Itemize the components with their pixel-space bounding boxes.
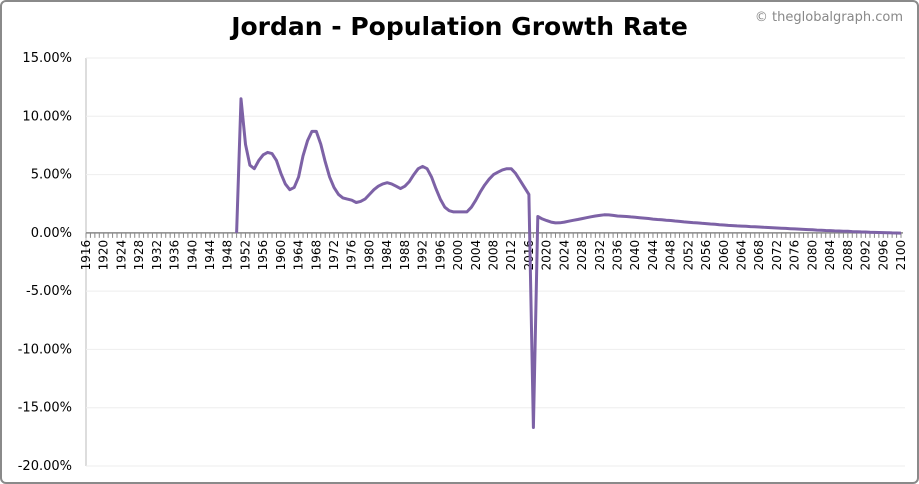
x-tick-label: 1976 <box>345 240 359 271</box>
x-tick-label: 1940 <box>185 240 199 271</box>
series-line <box>235 97 902 429</box>
x-tick-label: 1952 <box>238 240 252 271</box>
x-tick-label: 2072 <box>770 240 784 271</box>
watermark: © theglobalgraph.com <box>754 10 903 25</box>
y-tick-label: -20.00% <box>18 459 72 474</box>
x-tick-label: 1996 <box>433 240 447 271</box>
y-tick-label: 15.00% <box>22 51 72 66</box>
x-tick-label: 2080 <box>805 240 819 271</box>
x-tick-label: 2040 <box>628 240 642 271</box>
x-tick-label: 1924 <box>114 240 128 271</box>
x-tick-label: 1964 <box>292 240 306 271</box>
x-tick-label: 2020 <box>540 240 554 271</box>
x-tick-label: 1916 <box>79 240 93 271</box>
x-tick-label: 2088 <box>841 240 855 271</box>
x-tick-label: 1972 <box>327 240 341 271</box>
x-tick-label: 2008 <box>487 240 501 271</box>
y-tick-label: -10.00% <box>18 342 72 357</box>
x-tick-label: 1992 <box>416 240 430 271</box>
x-tick-label: 2032 <box>593 240 607 271</box>
x-tick-label: 2028 <box>575 240 589 271</box>
x-tick-label: 2044 <box>646 240 660 271</box>
x-tick-label: 2024 <box>557 240 571 271</box>
x-tick-label: 2000 <box>451 240 465 271</box>
y-tick-label: 0.00% <box>31 226 72 241</box>
x-tick-label: 1920 <box>97 240 111 271</box>
x-tick-label: 1980 <box>362 240 376 271</box>
x-tick-label: 2076 <box>788 240 802 271</box>
x-tick-label: 2100 <box>894 240 908 271</box>
x-tick-label: 1968 <box>309 240 323 271</box>
x-tick-label: 2052 <box>681 240 695 271</box>
x-tick-label: 1984 <box>380 240 394 271</box>
x-tick-label: 2036 <box>611 240 625 271</box>
x-tick-label: 2068 <box>752 240 766 271</box>
x-tick-label: 1944 <box>203 240 217 271</box>
x-tick-label: 1928 <box>132 240 146 271</box>
x-tick-label: 1932 <box>150 240 164 271</box>
y-tick-label: -15.00% <box>18 401 72 416</box>
x-tick-label: 2004 <box>469 240 483 271</box>
x-tick-label: 1960 <box>274 240 288 271</box>
x-tick-label: 2012 <box>504 240 518 271</box>
chart-title: Jordan - Population Growth Rate <box>231 12 688 41</box>
y-tick-label: 10.00% <box>22 109 72 124</box>
x-tick-label: 2064 <box>735 240 749 271</box>
x-tick-label: 2060 <box>717 240 731 271</box>
x-tick-label: 2048 <box>664 240 678 271</box>
y-tick-label: -5.00% <box>26 284 72 299</box>
x-tick-label: 1936 <box>168 240 182 271</box>
y-tick-label: 5.00% <box>31 168 72 183</box>
x-tick-label: 1956 <box>256 240 270 271</box>
x-tick-label: 1988 <box>398 240 412 271</box>
x-tick-label: 1948 <box>221 240 235 271</box>
x-tick-label: 2092 <box>859 240 873 271</box>
x-tick-label: 2096 <box>876 240 890 271</box>
x-tick-label: 2084 <box>823 240 837 271</box>
x-tick-label: 2056 <box>699 240 713 271</box>
